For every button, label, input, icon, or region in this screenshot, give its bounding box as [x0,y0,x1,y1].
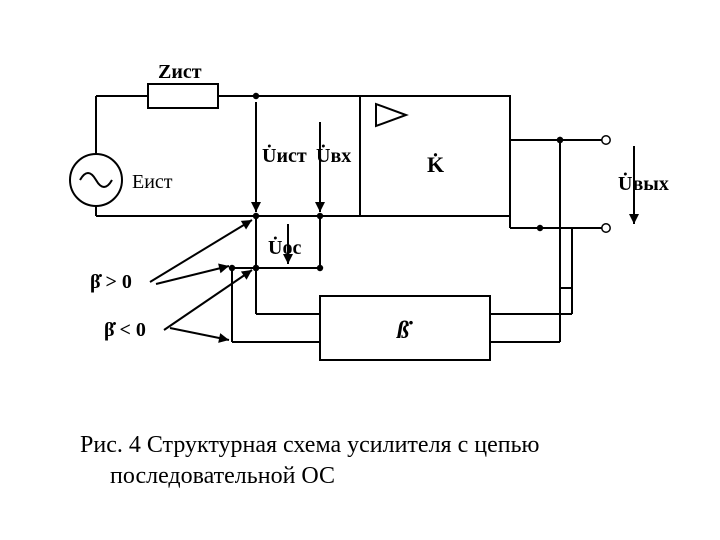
caption-line2: последовательной ОС [110,463,335,489]
svg-text:U̇ос: U̇ос [268,235,301,259]
svg-text:U̇вых: U̇вых [618,171,669,195]
svg-text:Zист: Zист [158,61,202,83]
svg-text:β̇ > 0: β̇ > 0 [90,271,132,293]
svg-text:K̇: K̇ [427,152,444,177]
svg-text:Eист: Eист [132,171,173,193]
caption-line1: Рис. 4 Структурная схема усилителя с цеп… [80,432,539,458]
svg-text:U̇ист: U̇ист [262,143,307,167]
svg-text:β̇ < 0: β̇ < 0 [104,319,146,341]
svg-text:U̇вх: U̇вх [316,143,351,167]
